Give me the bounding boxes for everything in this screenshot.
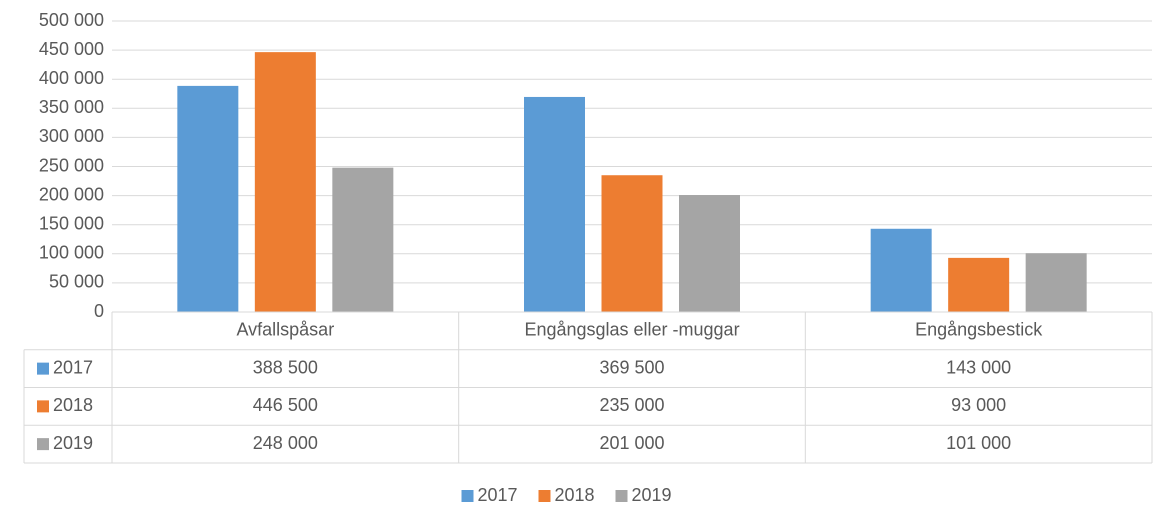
table-series-name: 2017 (53, 357, 93, 377)
category-label: Avfallspåsar (236, 320, 334, 340)
table-value: 235 000 (599, 395, 664, 415)
legend-label: 2017 (478, 485, 518, 505)
table-value: 143 000 (946, 357, 1011, 377)
table-value: 93 000 (951, 395, 1006, 415)
y-tick-label: 250 000 (39, 155, 104, 175)
y-tick-label: 350 000 (39, 97, 104, 117)
bar (332, 167, 394, 312)
y-tick-label: 500 000 (39, 10, 104, 30)
legend-label: 2018 (555, 485, 595, 505)
bar (870, 228, 932, 312)
table-value: 248 000 (253, 433, 318, 453)
table-value: 446 500 (253, 395, 318, 415)
table-legend-key (37, 438, 49, 451)
table-value: 369 500 (599, 357, 664, 377)
table-value: 101 000 (946, 433, 1011, 453)
y-tick-label: 200 000 (39, 184, 104, 204)
bar (524, 96, 585, 313)
category-label: Engångsbestick (915, 320, 1043, 340)
bar (601, 175, 663, 312)
table-series-name: 2019 (53, 433, 93, 453)
bar (948, 257, 1010, 312)
bar (177, 85, 239, 312)
table-value: 201 000 (599, 433, 664, 453)
y-tick-label: 0 (94, 301, 104, 321)
table-value: 388 500 (253, 357, 318, 377)
table-legend-key (37, 362, 49, 375)
legend-key (461, 490, 474, 502)
table-legend-key (37, 400, 49, 413)
y-tick-label: 400 000 (39, 68, 104, 88)
y-tick-label: 100 000 (39, 243, 104, 263)
legend-label: 2019 (632, 485, 672, 505)
bar (254, 52, 316, 313)
legend-key (615, 490, 628, 502)
bar (679, 195, 740, 312)
category-label: Engångsglas eller -muggar (524, 320, 739, 340)
y-tick-label: 300 000 (39, 126, 104, 146)
legend-key (538, 490, 551, 502)
y-tick-label: 50 000 (49, 272, 104, 292)
y-tick-label: 150 000 (39, 213, 104, 233)
table-series-name: 2018 (53, 395, 93, 415)
y-tick-label: 450 000 (39, 39, 104, 59)
bar (1025, 253, 1087, 312)
